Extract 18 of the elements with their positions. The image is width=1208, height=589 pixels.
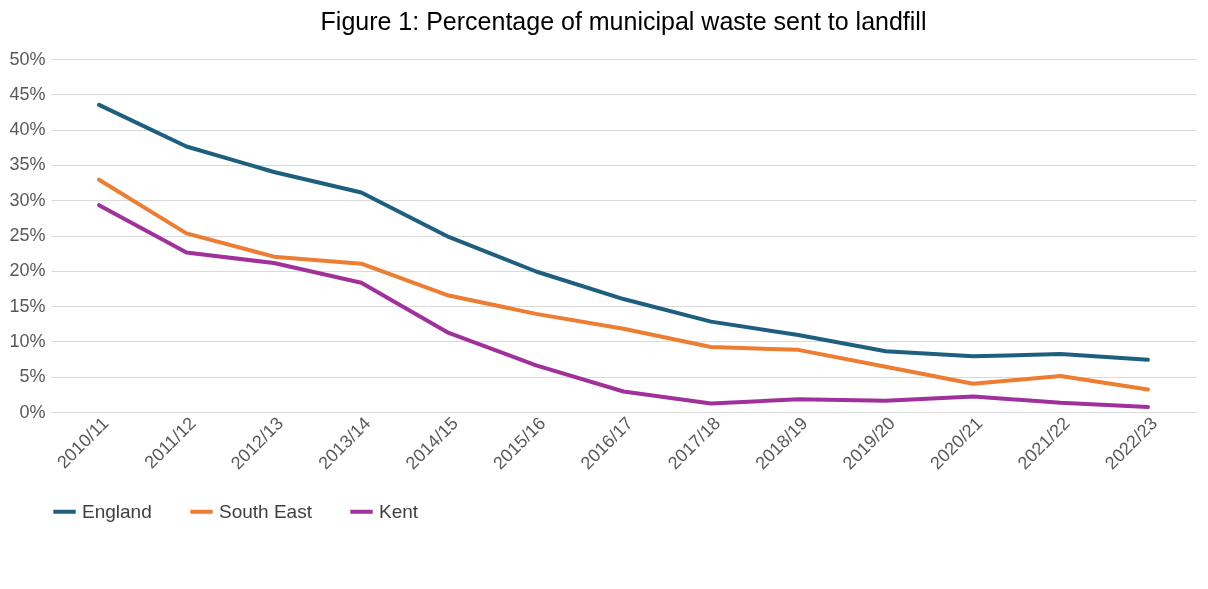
- y-tick-label: 0%: [19, 401, 46, 422]
- legend-label: England: [82, 500, 152, 522]
- line-series: [97, 102, 1150, 362]
- y-tick-label: 5%: [19, 366, 46, 387]
- y-tick-label: 45%: [9, 83, 46, 104]
- legend-label: South East: [219, 500, 313, 522]
- y-tick-label: 25%: [9, 225, 46, 245]
- y-tick-label: 35%: [9, 154, 46, 175]
- y-tick-label: 30%: [9, 189, 46, 210]
- y-tick-label: 40%: [9, 119, 46, 140]
- line-series: [97, 177, 1150, 392]
- y-tick-label: 50%: [9, 48, 46, 69]
- y-tick-label: 20%: [9, 260, 46, 281]
- chart-title: Figure 1: Percentage of municipal waste sent to landfill: [320, 7, 927, 35]
- line-series: [97, 203, 1150, 410]
- y-tick-label: 15%: [9, 295, 46, 316]
- legend-label: Kent: [379, 500, 419, 522]
- y-tick-label: 10%: [9, 330, 46, 351]
